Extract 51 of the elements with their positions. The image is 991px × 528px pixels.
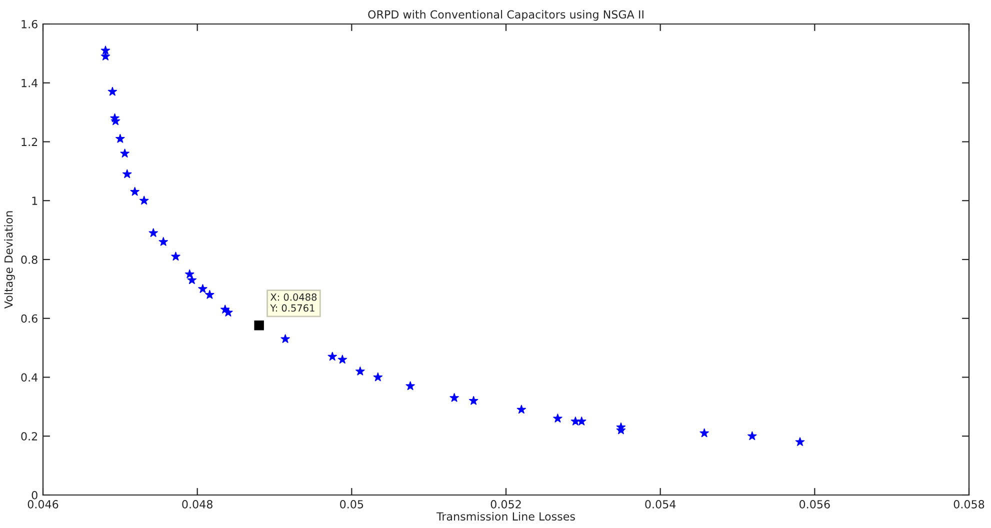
point bbox=[130, 186, 140, 196]
x-tick-label: 0.054 bbox=[645, 500, 676, 508]
y-tick-label: 1.4 bbox=[22, 78, 38, 88]
x-tick-label: 0.048 bbox=[182, 500, 212, 508]
point bbox=[158, 237, 168, 246]
point bbox=[185, 269, 194, 278]
y-tick-label: 0.8 bbox=[21, 255, 38, 264]
y-tick-label: 1.2 bbox=[22, 138, 38, 146]
x-tick-label: 0.052 bbox=[490, 500, 521, 508]
y-tick-label: 0.4 bbox=[21, 373, 38, 382]
y-tick-label: 0 bbox=[32, 490, 38, 500]
point bbox=[171, 252, 180, 261]
point bbox=[373, 372, 382, 382]
x-tick-label: 0.05 bbox=[340, 500, 364, 508]
point bbox=[280, 334, 290, 343]
x-tick-label: 0.046 bbox=[28, 500, 58, 508]
point bbox=[700, 428, 709, 438]
point bbox=[205, 290, 214, 299]
annotation: X: 0.0488 Y: 0.5761 bbox=[270, 293, 317, 312]
point bbox=[139, 196, 149, 205]
point bbox=[516, 404, 526, 414]
point bbox=[450, 393, 459, 402]
point bbox=[116, 134, 125, 143]
point bbox=[108, 86, 118, 96]
x-axis-title: Transmission Line Losses bbox=[436, 512, 575, 521]
point bbox=[570, 416, 580, 426]
point bbox=[795, 437, 805, 446]
point bbox=[338, 354, 348, 364]
point bbox=[198, 284, 208, 293]
point bbox=[406, 381, 415, 390]
x-tick-label: 0.056 bbox=[799, 500, 830, 508]
y-tick-label: 1 bbox=[32, 196, 38, 205]
point bbox=[100, 46, 110, 54]
y-tick-label: 0.2 bbox=[21, 432, 38, 441]
point bbox=[553, 414, 562, 422]
y-tick-label: 1.6 bbox=[22, 20, 38, 28]
y-tick-label: 0.6 bbox=[21, 314, 38, 323]
x-tick-label: 0.058 bbox=[954, 500, 984, 508]
chart-title: ORPD with Conventional Capacitors using NSGA II bbox=[368, 10, 644, 21]
point bbox=[468, 396, 478, 405]
point bbox=[120, 148, 130, 158]
point bbox=[224, 308, 233, 316]
point bbox=[748, 431, 757, 440]
point bbox=[356, 366, 365, 376]
point bbox=[100, 52, 110, 60]
point bbox=[148, 228, 158, 237]
point bbox=[328, 352, 337, 361]
y-axis-title: Voltage Deviation bbox=[4, 211, 15, 309]
point bbox=[577, 416, 586, 426]
point bbox=[122, 169, 132, 178]
point bbox=[187, 275, 197, 284]
